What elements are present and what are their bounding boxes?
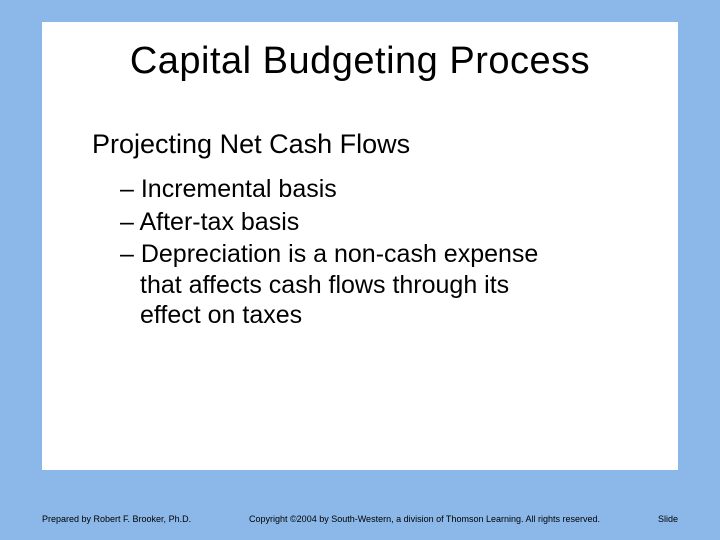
bullet-item: – Incremental basis bbox=[120, 174, 638, 205]
footer-slide-label: Slide bbox=[658, 514, 678, 524]
footer-author: Prepared by Robert F. Brooker, Ph.D. bbox=[42, 514, 191, 524]
slide-title: Capital Budgeting Process bbox=[62, 40, 658, 83]
slide: Capital Budgeting Process Projecting Net… bbox=[0, 0, 720, 540]
footer-copyright: Copyright ©2004 by South-Western, a divi… bbox=[209, 514, 640, 524]
bullet-item: – After-tax basis bbox=[120, 207, 638, 238]
slide-subtitle: Projecting Net Cash Flows bbox=[92, 129, 658, 160]
slide-footer: Prepared by Robert F. Brooker, Ph.D. Cop… bbox=[42, 514, 678, 524]
content-box: Capital Budgeting Process Projecting Net… bbox=[42, 22, 678, 470]
bullet-list: – Incremental basis – After-tax basis – … bbox=[120, 174, 638, 331]
bullet-item: – Depreciation is a non-cash expense tha… bbox=[120, 239, 638, 331]
